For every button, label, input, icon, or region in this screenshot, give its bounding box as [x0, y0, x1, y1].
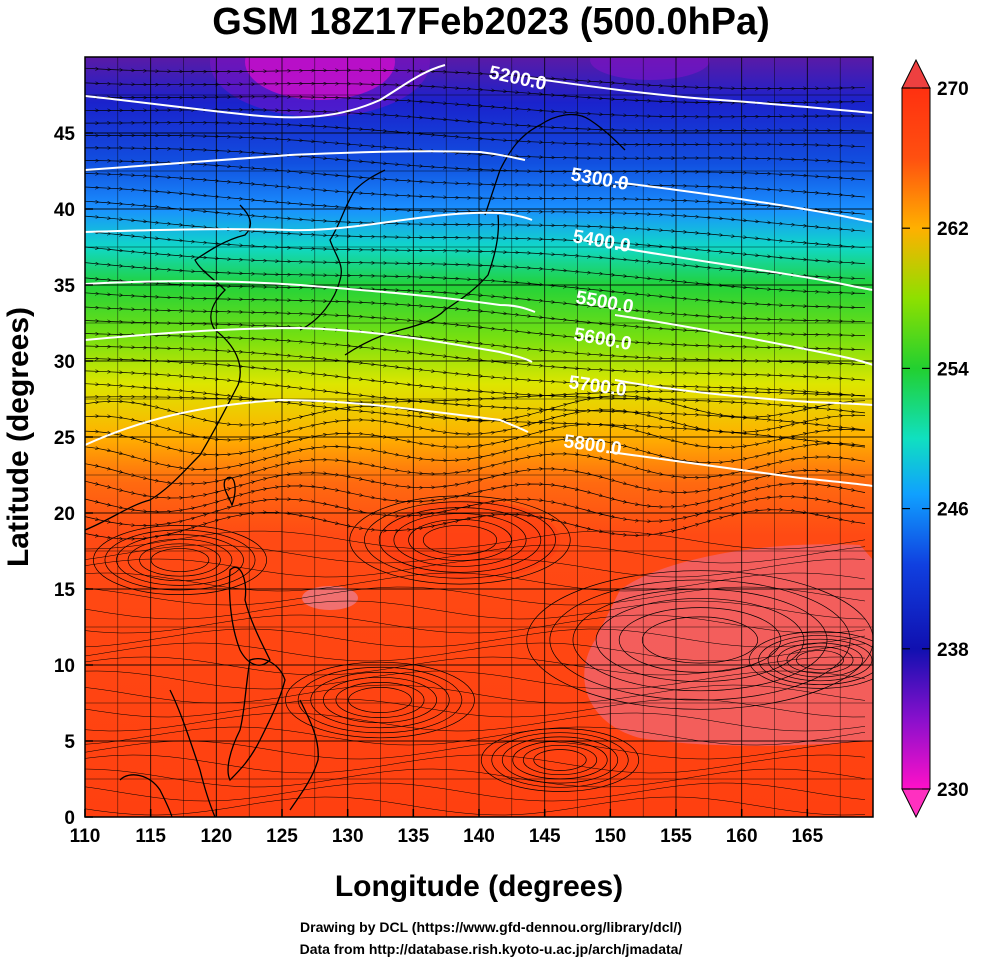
streamline: [85, 530, 866, 550]
streamline: [85, 712, 866, 732]
eddy-streamline: [104, 529, 256, 591]
streamline: [85, 572, 866, 592]
streamline: [85, 698, 866, 718]
x-tick-label: 130: [332, 826, 364, 847]
streamline: [85, 614, 866, 634]
eddy-streamline: [285, 661, 475, 739]
credit-line-data: Data from http://database.rish.kyoto-u.a…: [299, 941, 683, 957]
eddy-streamline: [116, 534, 244, 586]
x-tick-label: 165: [791, 826, 823, 847]
streamline: [85, 510, 866, 539]
eddy-streamline: [491, 732, 629, 788]
eddy-streamline: [758, 635, 873, 685]
eddy-streamline: [322, 676, 438, 724]
streamline: [85, 544, 866, 564]
y-tick-label: 5: [64, 732, 75, 753]
colorbar-tick-label: 254: [937, 359, 969, 380]
eddy-streamline: [297, 666, 463, 734]
y-tick-label: 0: [64, 808, 75, 829]
x-axis: 110 115 120 125 130 135 140 145 150 155 160 165: [70, 809, 824, 847]
eddy-streamline: [549, 579, 851, 701]
eddy-streamline: [93, 524, 267, 595]
colorbar-tick-label: 262: [937, 219, 969, 240]
eddy-streamline: [480, 728, 640, 792]
colorbar-tick-label: 270: [937, 79, 969, 100]
streamline: [85, 726, 866, 746]
credits: Drawing by DCL (https://www.gfd-dennou.o…: [0, 916, 982, 960]
x-tick-label: 150: [594, 826, 626, 847]
y-axis-label: Latitude (degrees): [2, 307, 35, 567]
eddy-streamline: [378, 507, 542, 573]
lat-lon-grid: [84, 56, 874, 818]
eddy-streamline: [501, 736, 619, 784]
eddy-streamline: [364, 501, 556, 579]
eddy-streamline: [767, 638, 873, 682]
colorbar: 230 238 246 254 262 270: [901, 58, 969, 819]
x-axis-label: Longitude (degrees): [335, 870, 623, 903]
colorbar-tick-label: 246: [937, 500, 969, 521]
streamlines: [85, 68, 873, 816]
eddy-streamline: [748, 631, 873, 689]
y-tick-label: 15: [54, 580, 76, 601]
chart-title: GSM 18Z17Feb2023 (500.0hPa): [212, 1, 770, 43]
eddy-streamline: [533, 749, 587, 771]
x-tick-label: 155: [660, 826, 692, 847]
eddy-streamline: [393, 513, 527, 567]
x-tick-label: 140: [463, 826, 495, 847]
colorbar-bottom-arrow: [901, 788, 931, 819]
streamline: [85, 600, 866, 620]
y-axis: 0 5 10 15 20 25 30 35 40 45: [54, 124, 93, 829]
eddy-streamline: [526, 570, 873, 710]
y-tick-label: 35: [54, 276, 76, 297]
streamline: [85, 754, 866, 774]
y-tick-label: 45: [54, 124, 76, 145]
streamline: [85, 782, 866, 802]
eddy-streamline: [641, 616, 759, 664]
eddy-streamline: [522, 744, 598, 776]
coastlines: [85, 113, 626, 817]
credit-line-drawing: Drawing by DCL (https://www.gfd-dennou.o…: [300, 919, 682, 935]
eddy-streamline: [422, 524, 498, 556]
eddy-streamline: [348, 687, 412, 713]
x-tick-label: 125: [266, 826, 298, 847]
eddy-streamline: [796, 650, 844, 670]
y-tick-label: 10: [54, 656, 75, 677]
eddy-streamline: [786, 646, 854, 674]
eddy-streamline: [408, 519, 512, 561]
x-tick-label: 145: [529, 826, 561, 847]
streamline: [85, 558, 866, 578]
eddy-streamline: [335, 682, 425, 718]
streamline: [85, 586, 866, 606]
eddy-streamline: [139, 543, 221, 577]
x-tick-label: 110: [70, 826, 101, 847]
colorbar-top-arrow: [901, 58, 931, 89]
y-tick-label: 20: [54, 504, 75, 525]
colorbar-tick-label: 238: [937, 640, 969, 661]
y-tick-label: 30: [54, 352, 75, 373]
x-tick-label: 120: [200, 826, 232, 847]
streamline: [85, 670, 866, 690]
eddy-streamline: [127, 538, 233, 582]
streamline: [85, 768, 866, 788]
x-tick-label: 160: [726, 826, 758, 847]
x-tick-label: 135: [397, 826, 429, 847]
eddy-streamline: [349, 495, 571, 585]
streamline: [85, 740, 866, 760]
streamline: [85, 796, 866, 816]
eddy-streamline: [150, 548, 210, 572]
height-contours: [85, 64, 873, 487]
y-tick-label: 40: [54, 200, 75, 221]
streamline: [85, 628, 866, 648]
eddy-streamline: [618, 607, 782, 673]
colorbar-tick-label: 230: [937, 780, 969, 801]
y-tick-label: 25: [54, 428, 76, 449]
streamline: [85, 642, 866, 662]
x-tick-label: 115: [135, 826, 166, 847]
streamline: [85, 656, 866, 676]
